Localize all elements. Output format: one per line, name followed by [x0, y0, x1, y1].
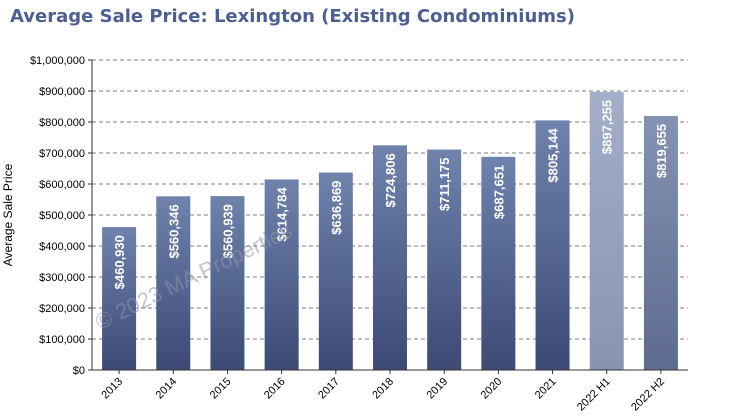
x-tick-label: 2013	[99, 376, 125, 402]
y-tick-label: $500,000	[39, 210, 85, 222]
bar-value-label: $636,869	[329, 181, 344, 235]
chart-title: Average Sale Price: Lexington (Existing …	[10, 6, 575, 27]
x-tick-label: 2015	[208, 376, 234, 402]
y-axis-label: Average Sale Price	[1, 163, 15, 266]
bar	[373, 145, 407, 370]
bar-value-label: $724,806	[383, 153, 398, 207]
y-axis: $0 $100,000 $200,000 $300,000 $400,000 $500,0…	[30, 55, 93, 377]
y-tick-label: $600,000	[39, 179, 85, 191]
bar-value-label: $560,346	[166, 204, 181, 258]
y-tick-label: $400,000	[39, 241, 85, 253]
bar	[210, 196, 245, 370]
x-tick-label: 2021	[533, 376, 559, 402]
x-tick-label: 2020	[479, 376, 505, 402]
bar	[156, 196, 191, 370]
bar	[102, 227, 137, 370]
x-tick-label: 2022 H1	[575, 376, 613, 414]
bar-value-label: $560,939	[220, 204, 235, 258]
x-tick-label: 2018	[370, 376, 396, 402]
bar-value-label: $460,930	[112, 235, 127, 289]
y-tick-label: $0	[73, 365, 85, 377]
bar-value-label: $819,655	[654, 124, 669, 178]
x-tick-label: 2022 H2	[629, 376, 667, 414]
bar-value-label: $687,651	[491, 165, 506, 219]
y-tick-label: $900,000	[39, 86, 85, 98]
x-tick-label: 2016	[262, 376, 288, 402]
x-axis: 2013 2014 2015 2016 2017 2018 2019 2020 2021 2022…	[92, 369, 688, 414]
y-tick-label: $800,000	[39, 117, 85, 129]
bar	[643, 115, 678, 370]
x-tick-label: 2014	[154, 376, 180, 402]
y-tick-label: $1,000,000	[30, 55, 85, 67]
x-tick-label: 2017	[316, 376, 342, 402]
bar-value-label: $614,784	[275, 187, 290, 242]
y-tick-label: $100,000	[39, 334, 85, 346]
bar-value-label: $897,255	[600, 100, 615, 154]
bars: $460,930 $560,346 $560,939 $614,784 $636,869…	[102, 91, 678, 370]
bar-value-label: $805,144	[546, 128, 561, 183]
y-tick-label: $700,000	[39, 148, 85, 160]
bar	[318, 172, 353, 370]
y-tick-label: $200,000	[39, 303, 85, 315]
bar	[535, 120, 570, 370]
bar	[427, 149, 462, 370]
bar	[264, 179, 299, 370]
bar	[481, 156, 516, 370]
y-tick-label: $300,000	[39, 272, 85, 284]
bar	[589, 91, 624, 370]
bar-value-label: $711,175	[437, 158, 452, 212]
x-tick-label: 2019	[425, 376, 451, 402]
